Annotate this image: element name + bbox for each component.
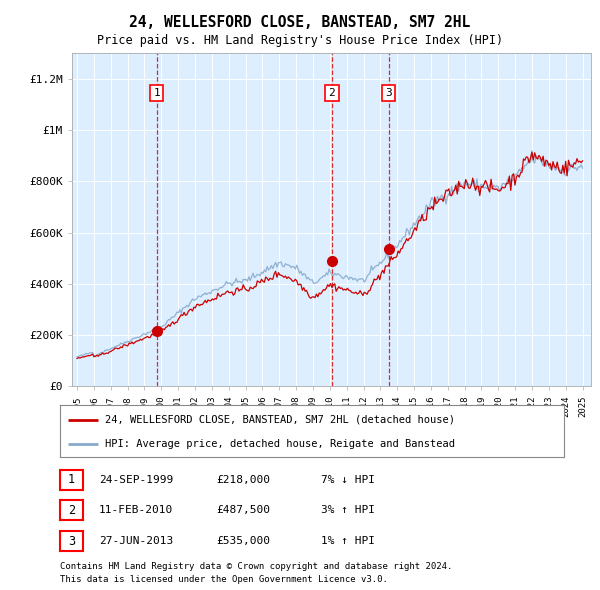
Text: 2: 2 [328, 88, 335, 98]
Text: 24, WELLESFORD CLOSE, BANSTEAD, SM7 2HL: 24, WELLESFORD CLOSE, BANSTEAD, SM7 2HL [130, 15, 470, 30]
Text: 11-FEB-2010: 11-FEB-2010 [99, 506, 173, 515]
Text: £535,000: £535,000 [216, 536, 270, 546]
Text: 1: 1 [154, 88, 160, 98]
Text: 24, WELLESFORD CLOSE, BANSTEAD, SM7 2HL (detached house): 24, WELLESFORD CLOSE, BANSTEAD, SM7 2HL … [106, 415, 455, 425]
Text: 2: 2 [68, 504, 75, 517]
Text: 7% ↓ HPI: 7% ↓ HPI [321, 475, 375, 484]
Text: Contains HM Land Registry data © Crown copyright and database right 2024.: Contains HM Land Registry data © Crown c… [60, 562, 452, 571]
Text: 24-SEP-1999: 24-SEP-1999 [99, 475, 173, 484]
Text: 3: 3 [385, 88, 392, 98]
Text: 27-JUN-2013: 27-JUN-2013 [99, 536, 173, 546]
Text: HPI: Average price, detached house, Reigate and Banstead: HPI: Average price, detached house, Reig… [106, 440, 455, 449]
Text: Price paid vs. HM Land Registry's House Price Index (HPI): Price paid vs. HM Land Registry's House … [97, 34, 503, 47]
Text: £218,000: £218,000 [216, 475, 270, 484]
Text: £487,500: £487,500 [216, 506, 270, 515]
Text: 3: 3 [68, 535, 75, 548]
Text: 1% ↑ HPI: 1% ↑ HPI [321, 536, 375, 546]
Text: 3% ↑ HPI: 3% ↑ HPI [321, 506, 375, 515]
Text: 1: 1 [68, 473, 75, 486]
Text: This data is licensed under the Open Government Licence v3.0.: This data is licensed under the Open Gov… [60, 575, 388, 584]
